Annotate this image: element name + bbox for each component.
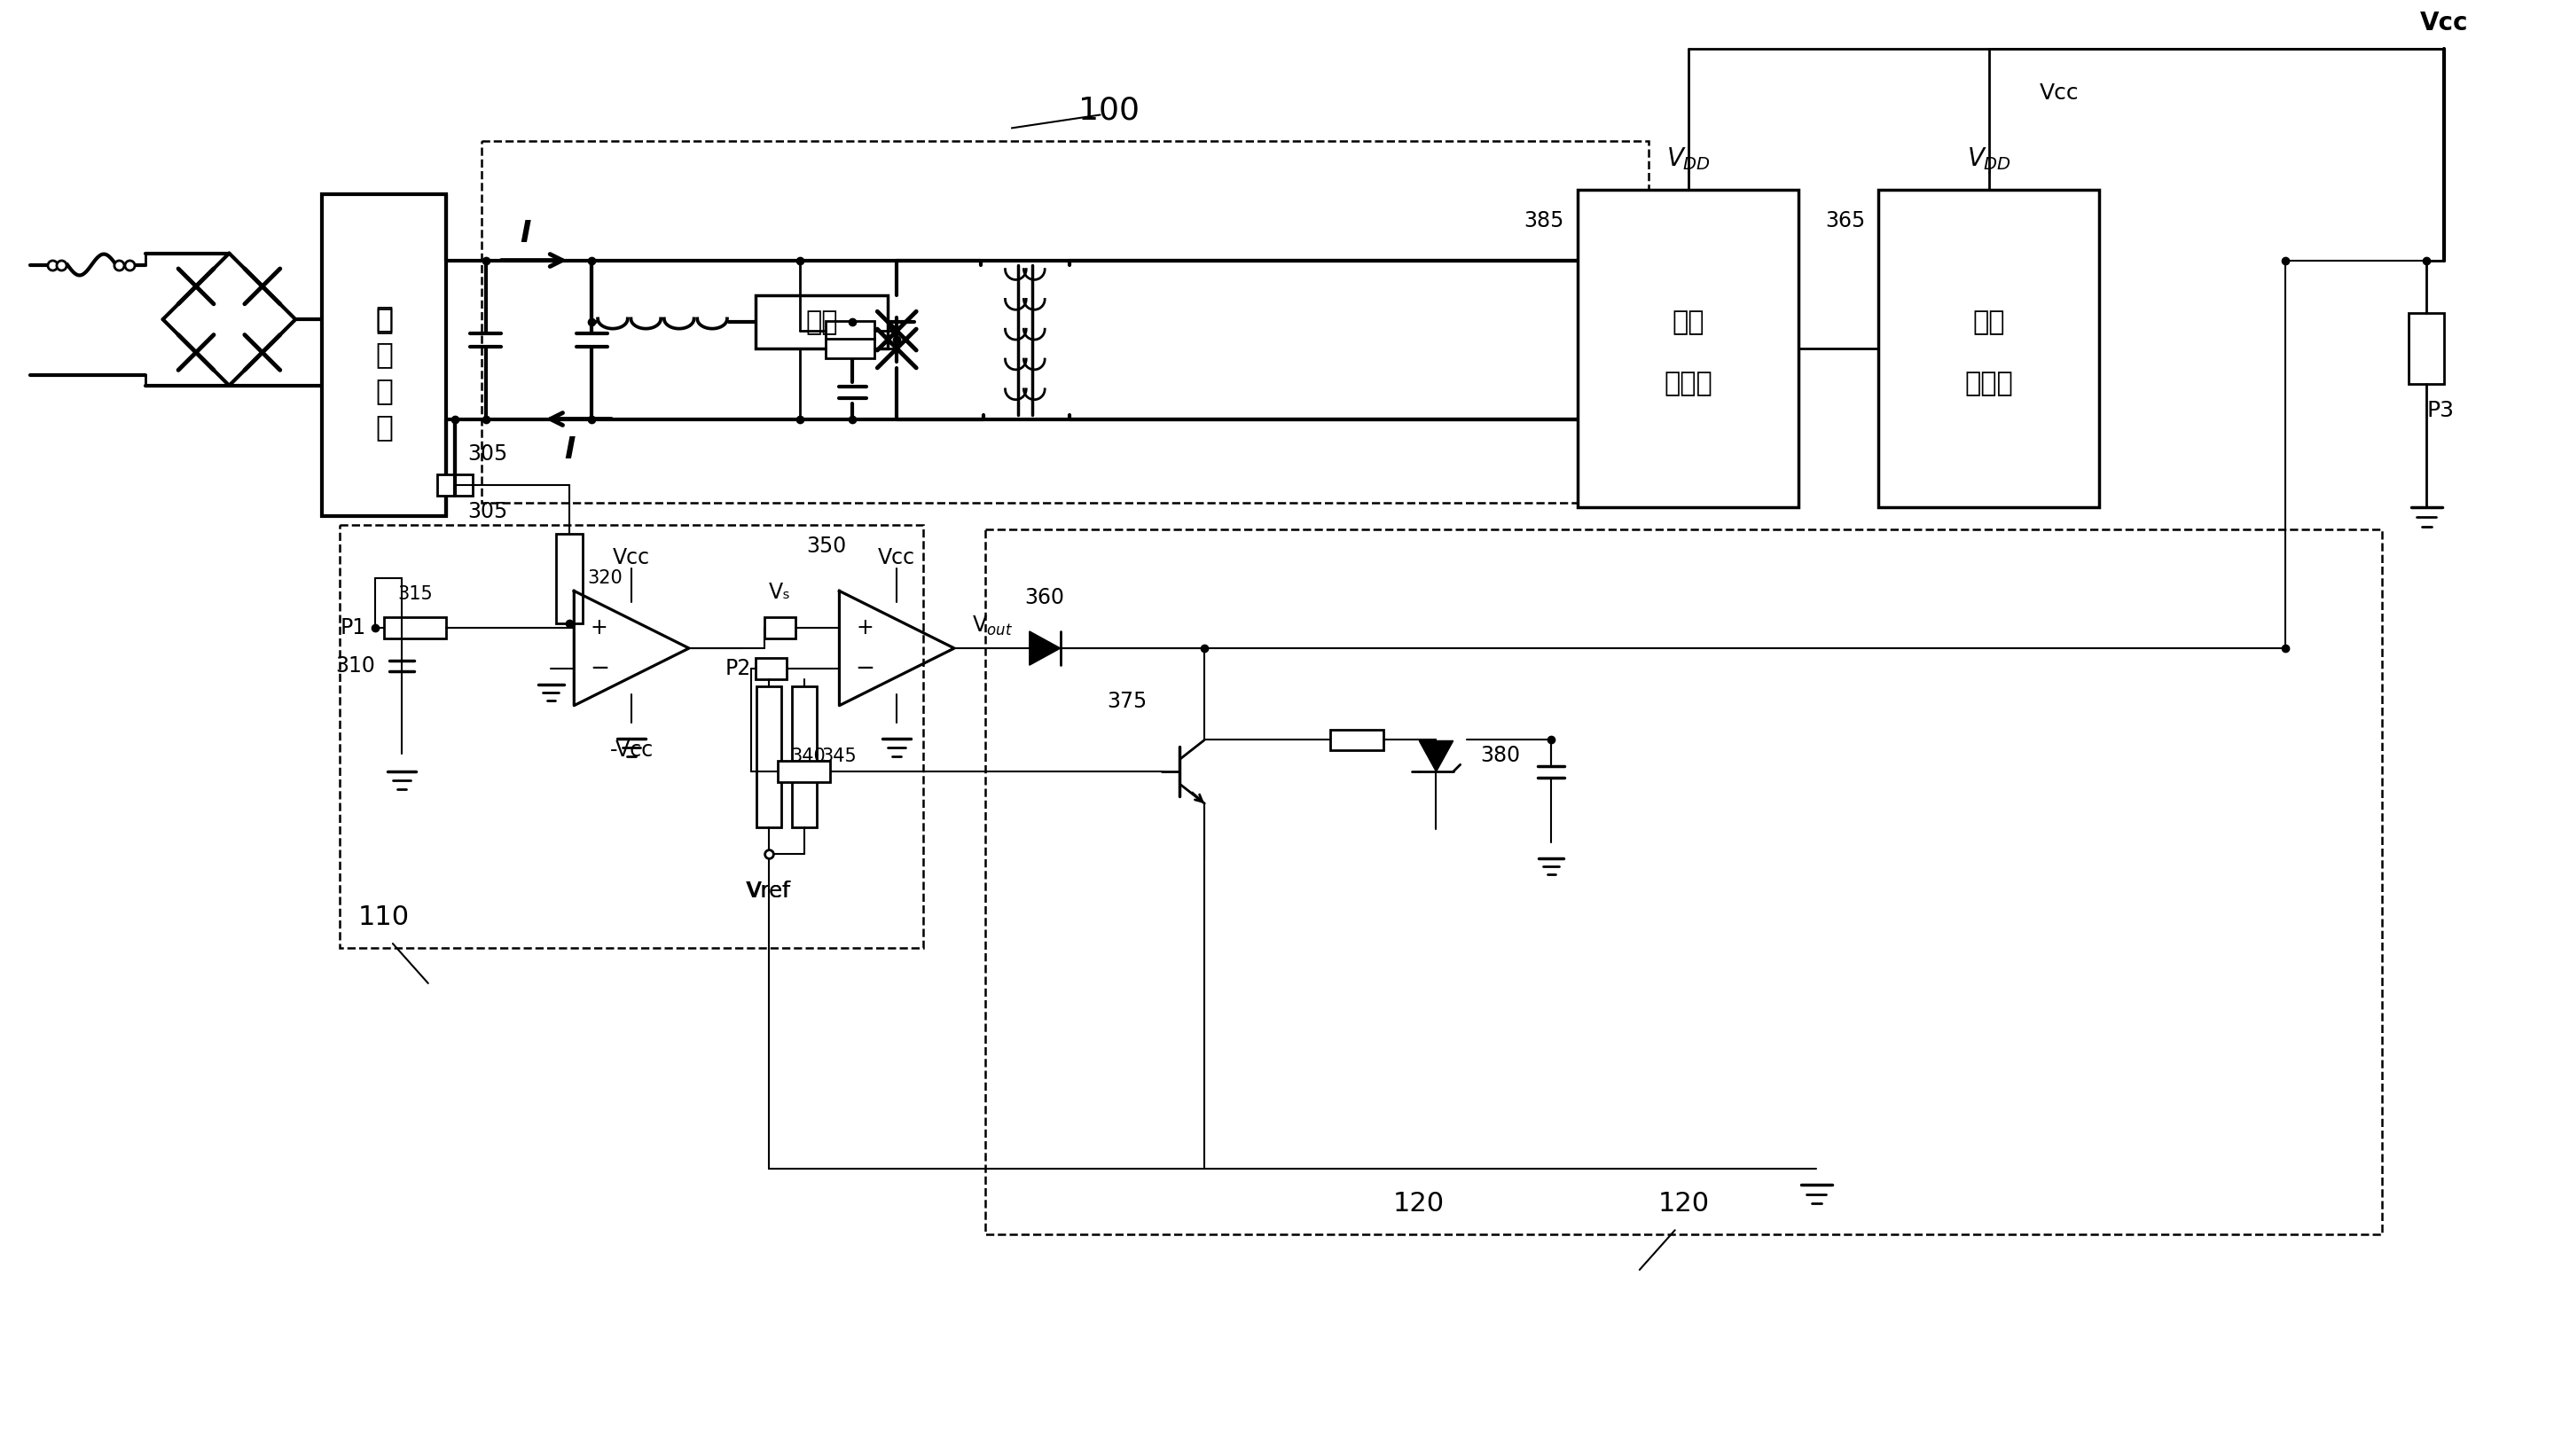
Text: Vref: Vref <box>746 881 792 901</box>
Text: -Vcc: -Vcc <box>610 740 653 761</box>
Bar <box>756 686 781 827</box>
Bar <box>756 296 889 348</box>
Bar <box>825 339 874 358</box>
Text: P1: P1 <box>341 617 366 638</box>
Text: Vcc: Vcc <box>2421 10 2467 35</box>
Text: +: + <box>592 617 607 638</box>
Bar <box>438 475 471 495</box>
Bar <box>825 322 874 341</box>
Text: −: − <box>856 657 874 680</box>
Text: 345: 345 <box>822 748 856 766</box>
Text: Vref: Vref <box>748 881 789 901</box>
Text: Vₛ: Vₛ <box>769 581 792 603</box>
Text: 接灯: 接灯 <box>804 309 838 335</box>
Text: 305: 305 <box>469 501 507 523</box>
Text: 320: 320 <box>587 569 623 587</box>
Bar <box>756 658 787 680</box>
Text: P3: P3 <box>2426 399 2454 421</box>
Text: 120: 120 <box>1394 1191 1445 1216</box>
Text: 305: 305 <box>469 444 507 464</box>
Text: 360: 360 <box>1025 587 1063 609</box>
Bar <box>384 617 446 638</box>
Text: 110: 110 <box>359 904 410 930</box>
Bar <box>556 533 584 623</box>
Polygon shape <box>1030 632 1061 665</box>
Text: 315: 315 <box>397 585 433 603</box>
Text: 100: 100 <box>1079 95 1140 125</box>
Text: 振荡器: 振荡器 <box>1965 371 2014 396</box>
Text: Vcc: Vcc <box>2039 82 2080 103</box>
Text: I: I <box>520 220 530 249</box>
Text: 375: 375 <box>1107 690 1148 712</box>
Bar <box>1878 189 2098 507</box>
Text: 压控: 压控 <box>1973 309 2006 335</box>
Text: Vcc: Vcc <box>612 546 651 568</box>
Text: −: − <box>589 657 610 680</box>
Text: 350: 350 <box>807 536 845 556</box>
Text: 380: 380 <box>1481 745 1519 766</box>
Text: 310: 310 <box>336 655 374 677</box>
Text: +: + <box>856 617 874 638</box>
Bar <box>776 761 830 782</box>
Text: I: I <box>564 435 574 464</box>
Bar <box>792 686 817 827</box>
Text: 驱动器: 驱动器 <box>1663 371 1711 396</box>
Text: Vcc: Vcc <box>879 546 915 568</box>
Bar <box>1330 729 1383 750</box>
Text: 365: 365 <box>1824 210 1865 232</box>
Text: V$_{out}$: V$_{out}$ <box>971 614 1012 638</box>
Text: 升: 升 <box>374 306 392 335</box>
Bar <box>323 194 446 515</box>
Polygon shape <box>1419 741 1453 772</box>
Text: $V_{DD}$: $V_{DD}$ <box>1968 146 2011 172</box>
Bar <box>1578 189 1799 507</box>
Text: 385: 385 <box>1524 210 1565 232</box>
Bar <box>2408 313 2444 384</box>
Bar <box>763 617 794 638</box>
Text: 压
转
换
器: 压 转 换 器 <box>374 304 392 441</box>
Text: 120: 120 <box>1658 1191 1709 1217</box>
Text: 340: 340 <box>792 748 825 766</box>
Text: P2: P2 <box>725 658 751 680</box>
Bar <box>482 141 1647 502</box>
Text: 半桥: 半桥 <box>1673 309 1704 335</box>
Bar <box>341 524 922 948</box>
Text: $V_{DD}$: $V_{DD}$ <box>1665 146 1711 172</box>
Bar <box>986 529 2383 1235</box>
